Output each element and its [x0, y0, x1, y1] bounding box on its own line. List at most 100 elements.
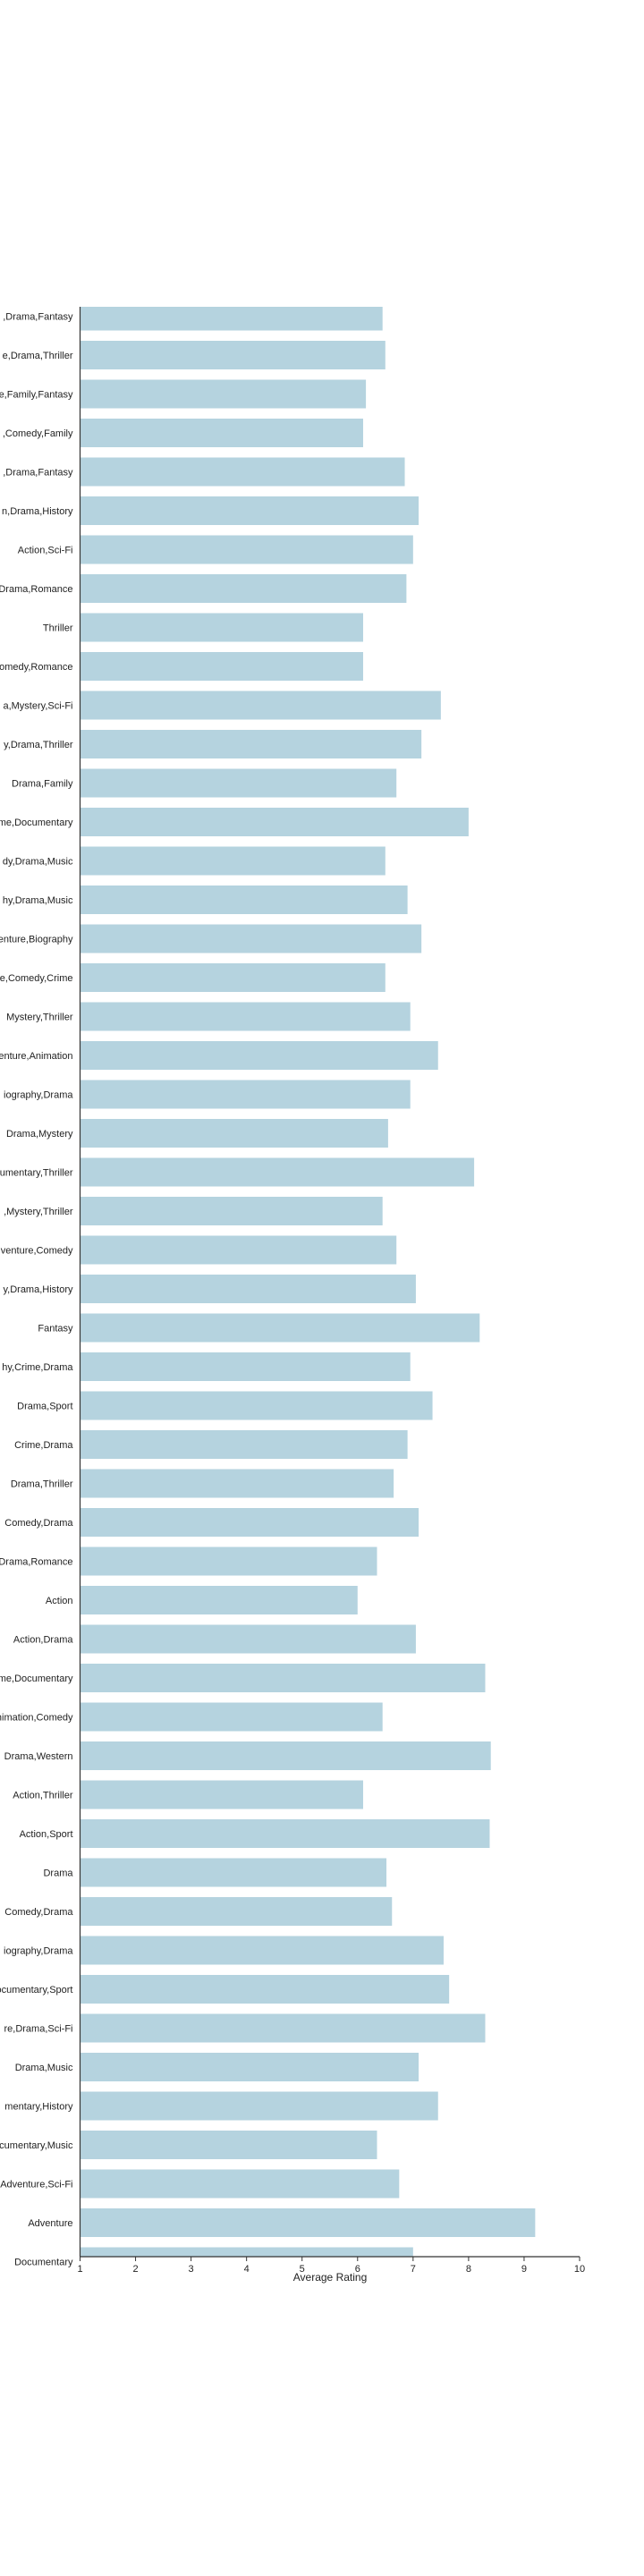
bars — [80, 307, 536, 2257]
bar — [80, 1352, 411, 1381]
bar — [80, 1508, 419, 1537]
x-tick-label: 1 — [77, 2264, 82, 2275]
bar — [80, 963, 386, 992]
x-axis-ticks: 1 2 3 4 5 6 7 8 9 10 — [77, 2257, 585, 2275]
bar — [80, 1041, 438, 1070]
category-label: Mystery,Thriller — [6, 1013, 73, 1023]
category-label: Comedy,Drama — [4, 1518, 73, 1529]
category-label: Comedy,Drama — [4, 1907, 73, 1918]
category-label: Drama,Sport — [17, 1402, 72, 1412]
category-label: y,Drama,Thriller — [4, 740, 73, 750]
category-label: ocumentary,Sport — [0, 1985, 73, 1996]
category-label: Fantasy — [38, 1324, 73, 1335]
category-label: Crime,Drama — [14, 1440, 73, 1451]
category-label: nimation,Comedy — [0, 1713, 73, 1724]
category-label: ocumentary,Music — [0, 2140, 73, 2151]
category-label: Action,Drama — [13, 1635, 74, 1646]
bar — [80, 535, 413, 564]
x-tick-label: 8 — [466, 2264, 471, 2275]
bar — [80, 1624, 416, 1654]
bar — [80, 2131, 377, 2159]
bar — [80, 2208, 536, 2237]
bar — [80, 691, 441, 720]
category-label: Drama,Thriller — [11, 1479, 73, 1490]
bar — [80, 1858, 387, 1887]
bar — [80, 1897, 393, 1926]
category-label: umentary,Thriller — [0, 1168, 73, 1179]
category-label: hy,Drama,Music — [3, 895, 73, 906]
category-label: ,Comedy,Family — [3, 428, 73, 439]
bar — [80, 1780, 363, 1809]
bar — [80, 1080, 411, 1109]
category-label: iography,Drama — [4, 1090, 73, 1101]
category-label: enture,Animation — [0, 1051, 73, 1062]
bar — [80, 307, 383, 331]
bar — [80, 2053, 419, 2081]
category-label: Action,Thriller — [13, 1791, 73, 1801]
category-label: Action,Sci-Fi — [18, 546, 73, 556]
category-label: Action,Sport — [20, 1829, 73, 1840]
category-label: e,Comedy,Crime — [0, 973, 73, 984]
bar — [80, 808, 469, 836]
category-label: enture,Biography — [0, 935, 73, 945]
bar — [80, 2247, 413, 2257]
x-tick-label: 6 — [355, 2264, 360, 2275]
bar — [80, 1975, 450, 2004]
bar — [80, 1313, 480, 1343]
x-tick-label: 5 — [300, 2264, 305, 2275]
bar — [80, 379, 367, 409]
category-label: ,Drama,Fantasy — [3, 468, 73, 479]
category-label: Drama,Mystery — [6, 1129, 73, 1140]
category-label: ,Mystery,Thriller — [4, 1207, 73, 1217]
category-label: Action — [46, 1596, 73, 1606]
category-label: n,Drama,History — [2, 506, 73, 517]
bar — [80, 1741, 491, 1770]
bar — [80, 1936, 444, 1965]
bar — [80, 1275, 416, 1303]
bar — [80, 1235, 397, 1265]
bar — [80, 2091, 438, 2121]
bar — [80, 574, 407, 603]
category-label: omedy,Romance — [0, 662, 73, 673]
category-label: iography,Drama — [4, 1946, 73, 1957]
category-label: Drama,Western — [4, 1751, 73, 1762]
bar — [80, 1391, 433, 1420]
category-label: e,Drama,Thriller — [3, 351, 73, 361]
bar — [80, 1119, 388, 1148]
x-tick-label: 9 — [521, 2264, 527, 2275]
category-label: mentary,History — [4, 2102, 73, 2113]
bar — [80, 652, 363, 681]
bar — [80, 2169, 400, 2199]
x-tick-label: 2 — [132, 2264, 138, 2275]
x-axis-title: Average Rating — [293, 2271, 368, 2284]
bar — [80, 768, 397, 798]
category-label: Drama,Romance — [0, 1557, 73, 1568]
category-label: hy,Crime,Drama — [2, 1362, 73, 1373]
category-label: me,Documentary — [0, 1674, 73, 1684]
category-label: Drama,Family — [12, 779, 73, 790]
category-label: dy,Drama,Music — [3, 857, 73, 868]
category-label: Drama,Romance — [0, 584, 73, 595]
bar — [80, 730, 422, 758]
bar — [80, 341, 386, 369]
category-label: me,Documentary — [0, 818, 73, 828]
bar — [80, 1002, 411, 1031]
category-label: e,Family,Fantasy — [0, 390, 73, 401]
bar — [80, 924, 422, 953]
bar — [80, 1157, 475, 1187]
x-tick-label: 4 — [244, 2264, 250, 2275]
bar — [80, 1430, 408, 1459]
bar — [80, 2013, 486, 2043]
bar — [80, 886, 408, 914]
bar — [80, 1702, 383, 1732]
category-label: Adventure — [28, 2218, 72, 2229]
category-label: Drama,Music — [15, 2063, 73, 2073]
x-tick-label: 10 — [574, 2264, 585, 2275]
category-label: ,Drama,Fantasy — [3, 312, 73, 323]
bar — [80, 496, 419, 525]
bar — [80, 419, 363, 447]
x-tick-label: 3 — [189, 2264, 194, 2275]
bar — [80, 613, 363, 642]
category-label: re,Drama,Sci-Fi — [4, 2024, 72, 2035]
